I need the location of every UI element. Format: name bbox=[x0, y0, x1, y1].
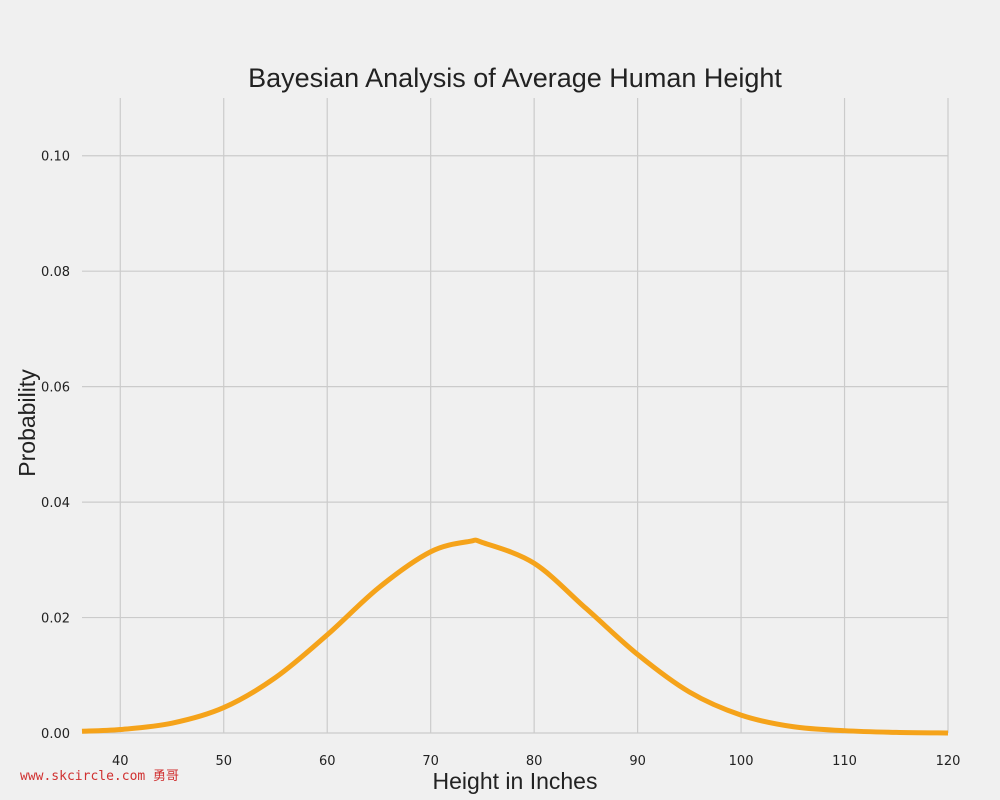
watermark: www.skcircle.com 勇哥 bbox=[20, 769, 180, 784]
x-tick-label: 90 bbox=[629, 754, 646, 769]
chart-title: Bayesian Analysis of Average Human Heigh… bbox=[248, 63, 782, 93]
y-tick-label: 0.04 bbox=[41, 496, 70, 511]
x-tick-label: 50 bbox=[215, 754, 232, 769]
x-axis-label: Height in Inches bbox=[433, 768, 598, 794]
x-gridlines bbox=[119, 98, 949, 733]
y-axis-label: Probability bbox=[14, 369, 40, 477]
x-tick-label: 70 bbox=[422, 754, 439, 769]
y-tick-label: 0.08 bbox=[41, 265, 70, 280]
x-tick-labels: 40 50 60 70 80 90 100 110 120 bbox=[112, 754, 960, 769]
series-line bbox=[81, 537, 949, 736]
y-tick-label: 0.06 bbox=[41, 381, 70, 396]
x-tick-label: 60 bbox=[319, 754, 336, 769]
series-layer bbox=[81, 537, 949, 736]
y-gridlines bbox=[82, 155, 948, 734]
y-tick-labels: 0.00 0.02 0.04 0.06 0.08 0.10 bbox=[41, 150, 70, 742]
y-tick-label: 0.10 bbox=[41, 150, 70, 165]
y-tick-label: 0.00 bbox=[41, 727, 70, 742]
x-tick-label: 80 bbox=[526, 754, 543, 769]
x-tick-label: 40 bbox=[112, 754, 129, 769]
x-tick-label: 100 bbox=[729, 754, 754, 769]
y-tick-label: 0.02 bbox=[41, 612, 70, 627]
x-tick-label: 120 bbox=[936, 754, 961, 769]
x-tick-label: 110 bbox=[832, 754, 857, 769]
